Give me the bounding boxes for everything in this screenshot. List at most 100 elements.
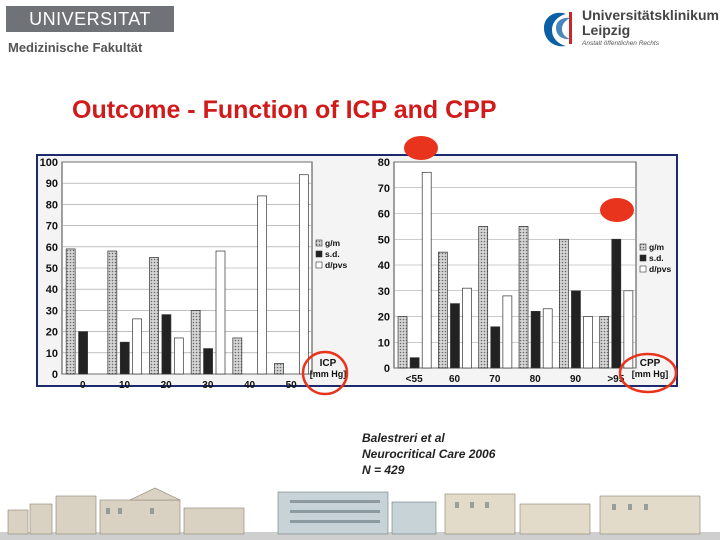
clinic-logo: Universitätsklinikum Leipzig Anstalt öff…	[540, 6, 719, 52]
slide-title: Outcome - Function of ICP and CPP	[72, 96, 497, 124]
icp-legend: g/ms.d.d/pvs	[315, 238, 347, 270]
cpp-highlight-ring	[618, 352, 678, 394]
cpp-y-tick-label: 30	[378, 286, 390, 298]
cpp-bar-gm	[559, 238, 569, 369]
icp-legend-label: d/pvs	[325, 260, 347, 270]
cpp-bar-dpvs	[462, 287, 472, 369]
icp-x-tick-label: 10	[119, 380, 131, 391]
campus-buildings-illustration	[0, 487, 720, 540]
cpp-y-tick-label: 10	[378, 337, 390, 349]
cpp-y-tick-label: 40	[378, 260, 390, 272]
cpp-legend-label: g/m	[649, 242, 665, 252]
icp-bar-gm	[107, 250, 118, 375]
icp-y-tick-label: 50	[46, 263, 58, 275]
icp-bar-gm	[274, 363, 284, 375]
icp-bar-gm	[149, 257, 159, 375]
icp-bar-dpvs	[173, 337, 184, 375]
icp-y-tick-label: 70	[46, 221, 58, 233]
clinic-name-line1: Universitätsklinikum	[582, 7, 719, 23]
clinic-name-line2: Leipzig	[582, 22, 631, 38]
icp-y-tick-label: 60	[46, 242, 58, 254]
icp-bar-gm	[190, 310, 201, 375]
clinic-emblem-icon	[544, 12, 572, 47]
icp-bar-sd	[203, 348, 213, 375]
highlight-dot-high-cpp	[600, 198, 634, 222]
icp-bar-gm	[232, 337, 243, 375]
cpp-y-tick-label: 70	[378, 183, 390, 195]
highlight-dot-low-cpp	[404, 136, 438, 160]
icp-y-tick-label: 10	[46, 348, 58, 360]
university-logo: UNIVERSITAT LEIPZIG	[6, 6, 174, 55]
icp-bar-dpvs	[298, 174, 309, 375]
cpp-bar-dpvs	[421, 171, 432, 369]
icp-highlight-ring	[301, 350, 349, 396]
cpp-x-tick-label: 60	[449, 374, 461, 385]
icp-bar-dpvs	[132, 318, 143, 375]
cpp-x-tick-label: 80	[530, 374, 542, 385]
icp-y-tick-label: 30	[46, 305, 58, 317]
icp-bar-dpvs	[215, 250, 226, 375]
cpp-legend-swatch	[639, 265, 647, 273]
icp-legend-swatch	[315, 250, 323, 258]
icp-legend-label: g/m	[325, 238, 341, 248]
cpp-y-tick-label: 0	[384, 363, 390, 375]
citation-sample-size: N = 429	[362, 463, 405, 477]
icp-y-tick-label: 40	[46, 284, 58, 296]
cpp-bar-sd	[530, 311, 541, 369]
cpp-y-tick-label: 60	[378, 209, 390, 221]
citation-journal: Neurocritical Care 2006	[362, 447, 496, 461]
cpp-x-tick-label: 90	[570, 374, 582, 385]
icp-legend-swatch	[315, 261, 323, 269]
cpp-bar-dpvs	[542, 308, 553, 369]
cpp-bar-gm	[478, 226, 489, 369]
cpp-bar-gm	[438, 251, 448, 369]
icp-bar-sd	[161, 314, 172, 375]
icp-x-tick-label: 30	[202, 380, 214, 391]
cpp-x-tick-label: <55	[406, 374, 423, 385]
icp-y-tick-label: 80	[46, 199, 58, 211]
icp-bar-sd	[78, 331, 88, 375]
icp-x-tick-label: 50	[286, 380, 298, 391]
icp-x-tick-label: 20	[161, 380, 173, 391]
icp-axis-label-name: ICP	[320, 358, 337, 369]
cpp-x-tick-label: >95	[607, 374, 624, 385]
cpp-y-tick-label: 20	[378, 312, 390, 324]
cpp-bar-gm	[397, 316, 408, 369]
cpp-bar-gm	[599, 316, 610, 369]
icp-bar-dpvs	[257, 195, 268, 375]
icp-y-tick-label: 0	[52, 369, 58, 381]
cpp-legend-label: s.d.	[649, 253, 664, 263]
cpp-bar-sd	[611, 238, 622, 369]
cpp-bar-gm	[518, 226, 529, 369]
cpp-y-tick-label: 50	[378, 234, 390, 246]
icp-legend-label: s.d.	[325, 249, 340, 259]
cpp-axis-label-name: CPP	[640, 358, 661, 369]
cpp-legend-swatch	[639, 243, 647, 251]
cpp-x-tick-label: 70	[489, 374, 501, 385]
cpp-bar-dpvs	[623, 290, 634, 369]
icp-x-tick-label: 0	[80, 380, 86, 391]
icp-y-tick-label: 90	[46, 178, 58, 190]
icp-x-tick-label: 40	[244, 380, 256, 391]
cpp-bar-dpvs	[583, 316, 593, 369]
icp-legend-swatch	[315, 239, 323, 247]
cpp-legend-label: d/pvs	[649, 264, 671, 274]
cpp-bar-dpvs	[502, 295, 513, 369]
cpp-bar-sd	[571, 290, 581, 369]
icp-y-tick-label: 100	[40, 157, 58, 169]
cpp-legend: g/ms.d.d/pvs	[639, 242, 671, 274]
icp-bar-sd	[119, 341, 130, 375]
cpp-axis-label-unit: [mm Hg]	[632, 369, 669, 379]
clinic-subtitle: Anstalt öffentlichen Rechts	[582, 40, 659, 47]
icp-y-tick-label: 20	[46, 327, 58, 339]
citation: Balestreri et al Neurocritical Care 2006…	[362, 430, 495, 478]
cpp-y-tick-label: 80	[378, 157, 390, 169]
citation-authors: Balestreri et al	[362, 431, 445, 445]
cpp-bar-sd	[490, 326, 501, 369]
cpp-bar-sd	[409, 357, 420, 369]
cpp-bar-sd	[450, 303, 460, 369]
icp-axis-label-unit: [mm Hg]	[310, 369, 347, 379]
faculty-label: Medizinische Fakultät	[8, 40, 143, 55]
cpp-legend-swatch	[639, 254, 647, 262]
